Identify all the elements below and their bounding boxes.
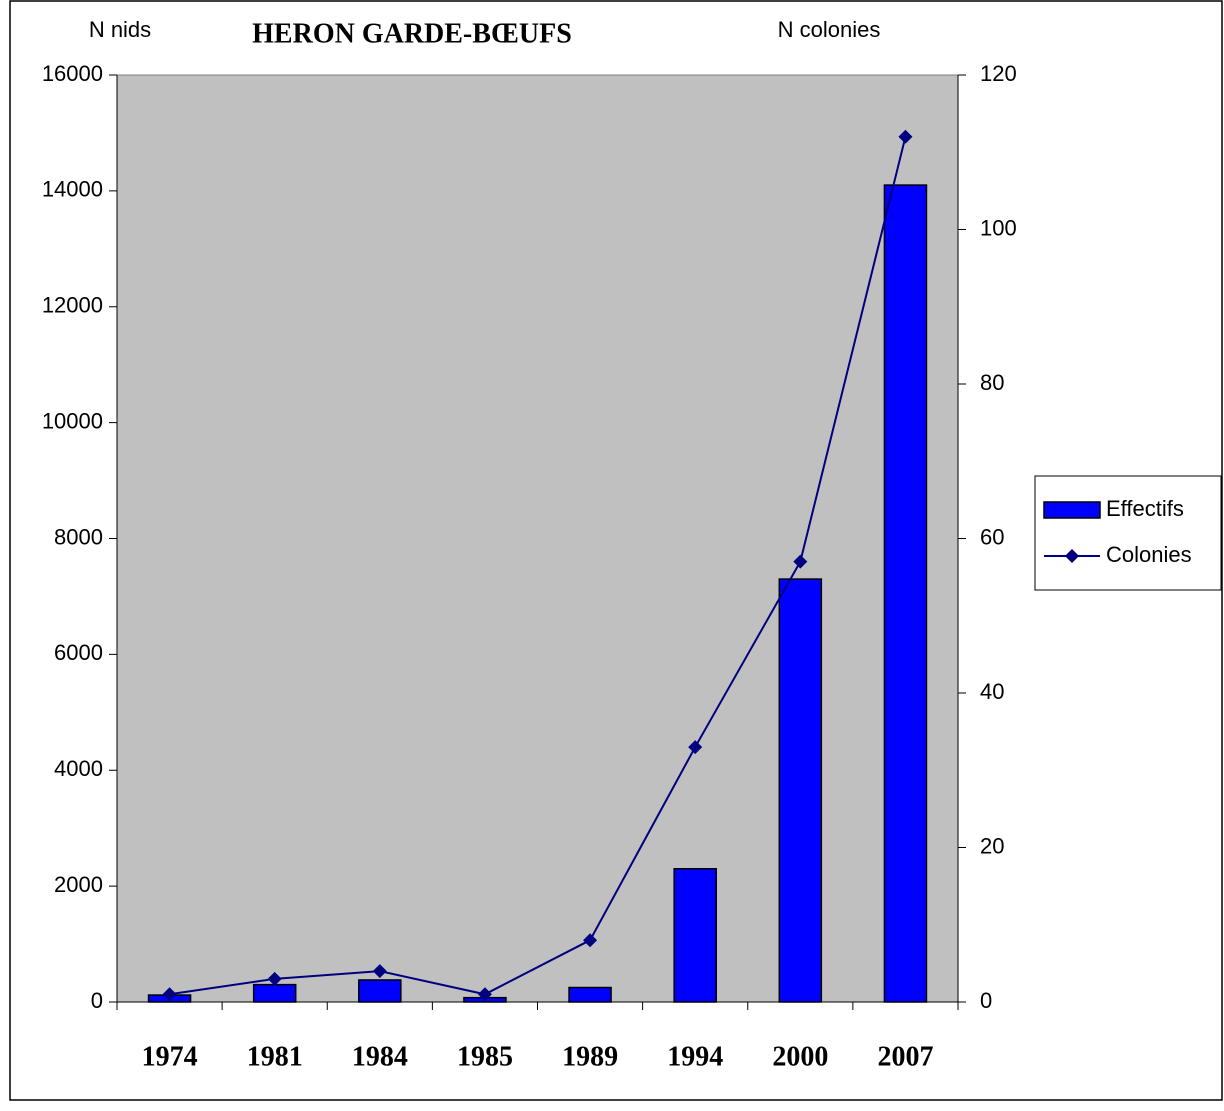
y-tick-label: 4000 — [54, 756, 103, 781]
bar — [252, 983, 297, 1003]
legend-box — [1034, 475, 1222, 591]
y2-tick-label: 0 — [980, 988, 992, 1013]
x-tick-label: 1985 — [457, 1041, 513, 1072]
bar — [358, 979, 402, 1003]
legend-label: Effectifs — [1106, 496, 1184, 521]
legend-label: Colonies — [1106, 542, 1192, 567]
line — [169, 136, 907, 996]
x-tick-label: 1984 — [352, 1041, 408, 1072]
marker — [688, 740, 703, 755]
y-tick-label: 2000 — [54, 872, 103, 897]
marker — [583, 933, 598, 948]
chart-title: HERON GARDE-BŒUFS — [252, 18, 572, 49]
x-tick-label: 1989 — [562, 1041, 618, 1072]
x-tick-label: 2007 — [877, 1041, 933, 1072]
x-tick-label: 1994 — [667, 1041, 723, 1072]
marker — [267, 971, 282, 986]
marker — [477, 987, 492, 1002]
marker — [162, 987, 177, 1002]
y-tick-label: 10000 — [42, 408, 103, 433]
y2-tick-label: 60 — [980, 524, 1004, 549]
bar — [568, 986, 612, 1003]
x-tick-label: 1981 — [247, 1041, 303, 1072]
marker — [898, 129, 913, 144]
legend-marker — [1065, 549, 1079, 563]
y-tick-label: 6000 — [54, 640, 103, 665]
legend-swatch — [1043, 501, 1101, 519]
marker — [793, 554, 808, 569]
y2-tick-label: 120 — [980, 61, 1017, 86]
y2-tick-label: 100 — [980, 215, 1017, 240]
x-tick-label: 1974 — [142, 1041, 198, 1072]
y2-tick-label: 80 — [980, 370, 1004, 395]
bar — [778, 578, 823, 1003]
bar — [673, 867, 717, 1003]
bar — [883, 184, 928, 1003]
y-tick-label: 8000 — [54, 524, 103, 549]
y-tick-label: 0 — [91, 988, 103, 1013]
y-tick-label: 14000 — [42, 177, 103, 202]
y-tick-label: 16000 — [42, 61, 103, 86]
plot-area — [116, 74, 959, 1003]
x-tick-label: 2000 — [772, 1041, 828, 1072]
y-axis-label: N nids — [89, 17, 151, 42]
y2-axis-label: N colonies — [778, 17, 881, 42]
y2-tick-label: 20 — [980, 833, 1004, 858]
marker — [372, 964, 387, 979]
y-tick-label: 12000 — [42, 293, 103, 318]
y2-tick-label: 40 — [980, 679, 1004, 704]
